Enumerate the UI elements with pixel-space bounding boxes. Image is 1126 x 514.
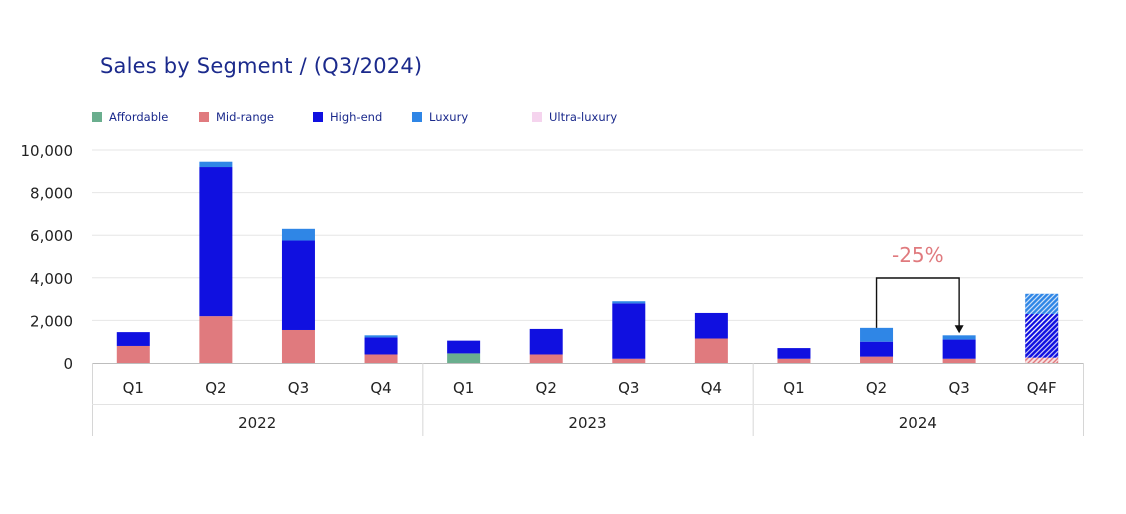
x-tick-label: Q1 [783,379,804,397]
x-group-label: 2023 [568,414,606,432]
legend-label-affordable: Affordable [109,110,169,124]
legend-label-high-end: High-end [330,110,383,124]
forecast-hatch [1025,293,1037,305]
y-axis-ticks: 0 2,000 4,000 6,000 8,000 10,000 [21,142,74,373]
y-tick-label: 2,000 [30,312,73,330]
forecast-hatch [1025,330,1059,363]
forecast-hatch [1045,350,1059,363]
forecast-hatch [1025,293,1042,310]
legend-item-mid-range: Mid-range [199,110,274,124]
gridlines [92,149,1083,321]
forecast-hatch [1025,256,1058,289]
bar-segment-luxury [199,161,233,168]
legend-swatch-ultra-luxury [532,112,542,122]
x-tick-label: Q2 [205,379,226,397]
bar-segment-high-end [942,339,976,359]
forecast-hatch [1025,293,1027,295]
x-tick-label: Q3 [288,379,309,397]
chart-title: Sales by Segment / (Q3/2024) [100,54,423,78]
x-axis: Q1 Q2 Q3 Q4 Q1 Q2 Q3 Q4 Q1 Q2 Q3 Q4F 2022 2023 2024 [92,363,1084,436]
forecast-hatch [1035,340,1059,363]
forecast-hatch [1025,315,1059,350]
bar-segment-mid-range [199,316,233,363]
forecast-hatch [1025,320,1059,355]
forecast-hatch [1025,325,1059,360]
bar-segment-mid-range [364,354,398,363]
forecast-hatch [1025,251,1058,284]
bar-segment-mid-range [694,338,728,363]
x-tick-label: Q4F [1027,379,1057,397]
forecast-hatch [1025,300,1059,335]
x-tick-label: Q3 [618,379,639,397]
bar-segment-mid-range [860,356,894,363]
legend-item-high-end: High-end [313,110,382,124]
annotations: -25% [875,243,964,334]
forecast-hatch [1030,335,1059,363]
legend-swatch-luxury [412,112,422,122]
bar-segment-high-end [281,240,315,330]
change-annotation-label: -25% [892,243,944,267]
legend-swatch-mid-range [199,112,209,122]
x-group-label: 2024 [899,414,937,432]
x-tick-label: Q3 [948,379,969,397]
bar-segment-high-end [860,341,894,357]
forecast-hatch [1040,345,1059,363]
bar-segment-luxury [364,335,398,338]
forecast-hatch [1025,305,1059,340]
bar-segment-high-end [529,328,563,355]
forecast-hatch [1025,293,1057,325]
bar-segment-high-end [612,303,646,359]
legend-swatch-high-end [313,112,323,122]
bar-segment-luxury [612,301,646,304]
bar-segment-high-end [199,167,233,317]
bar-segment-luxury [281,228,315,241]
forecast-hatch [1025,246,1058,279]
bars [116,161,1059,363]
x-tick-label: Q4 [701,379,722,397]
bar-segment-mid-range [777,358,811,363]
bar-segment-affordable [447,353,481,363]
y-tick-label: 8,000 [30,185,73,203]
bar-segment-mid-range [942,358,976,363]
legend-label-luxury: Luxury [429,110,469,124]
legend-item-ultra-luxury: Ultra-luxury [532,110,617,124]
x-group-label: 2022 [238,414,276,432]
bar-segment-high-end [777,348,811,359]
y-tick-label: 6,000 [30,227,73,245]
bar-segment-mid-range [612,358,646,363]
legend-label-mid-range: Mid-range [216,110,275,124]
forecast-hatch [1049,354,1059,363]
bar-segment-luxury [860,327,894,342]
forecast-hatch [1050,355,1059,363]
x-tick-label: Q1 [123,379,144,397]
x-tick-label: Q1 [453,379,474,397]
forecast-hatch [1025,293,1047,315]
x-tick-label: Q2 [866,379,887,397]
bar-segment-mid-range [116,345,150,363]
arrow-head-icon [954,325,964,334]
forecast-hatch [1025,293,1052,320]
bar-segment-high-end [694,312,728,339]
legend-item-affordable: Affordable [92,110,168,124]
legend-swatch-affordable [92,112,102,122]
legend-item-luxury: Luxury [412,110,468,124]
change-bracket [875,277,960,332]
legend-label-ultra-luxury: Ultra-luxury [549,110,618,124]
x-tick-label: Q4 [370,379,391,397]
forecast-hatch [1025,295,1059,330]
bar-segment-luxury [942,335,976,340]
bar-segment-high-end [364,337,398,355]
y-tick-label: 10,000 [21,142,74,160]
forecast-hatch [1025,241,1058,274]
bar-segment-high-end [116,332,150,346]
y-tick-label: 4,000 [30,270,73,288]
bar-segment-mid-range [281,329,315,363]
bar-segment-mid-range [529,354,563,363]
forecast-hatch [1025,310,1059,345]
bar-segment-high-end [447,340,481,354]
y-tick-label: 0 [63,355,73,373]
x-tick-label: Q2 [536,379,557,397]
